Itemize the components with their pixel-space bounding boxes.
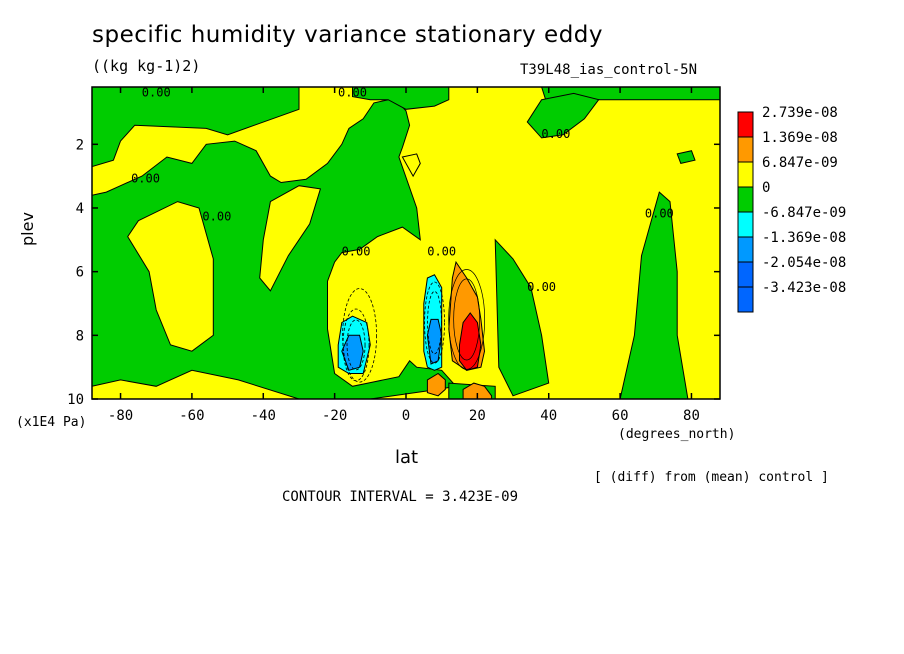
chart-title: specific humidity variance stationary ed… bbox=[92, 22, 604, 48]
region-blue-eq bbox=[426, 318, 443, 365]
dataset-label: T39L48_ias_control-5N bbox=[520, 62, 698, 78]
x-tick-label-20: 20 bbox=[469, 408, 486, 424]
contour-label-7: 0.00 bbox=[541, 127, 570, 141]
contour-label-8: 0.00 bbox=[645, 207, 674, 221]
contour-interval: CONTOUR INTERVAL = 3.423E-09 bbox=[282, 489, 519, 505]
negative-contour-2 bbox=[342, 288, 378, 383]
region-green-nh-upper bbox=[526, 92, 600, 139]
legend-swatch-0 bbox=[737, 111, 754, 138]
contour-label-5: 0.00 bbox=[427, 245, 456, 259]
region-orange-low bbox=[426, 372, 446, 397]
x-tick-label-0: 0 bbox=[402, 408, 410, 424]
positive-contour-0 bbox=[453, 278, 481, 361]
positive-contour-1 bbox=[448, 269, 486, 370]
y-tick-label-4: 4 bbox=[76, 201, 84, 217]
legend-label-5: -1.369e-08 bbox=[762, 230, 846, 246]
region-green-sh-upper bbox=[91, 86, 300, 168]
region-yellow-hole-mid bbox=[259, 185, 322, 292]
legend-label-7: -3.423e-08 bbox=[762, 280, 846, 296]
legend-swatch-2 bbox=[737, 161, 754, 188]
y-tick-label-2: 2 bbox=[76, 137, 84, 153]
x-tick-label-40: 40 bbox=[540, 408, 557, 424]
contour-label-6: 0.00 bbox=[527, 280, 556, 294]
y-tick-label-6: 6 bbox=[76, 265, 84, 281]
x-axis-label: lat bbox=[395, 447, 419, 468]
chart-units: ((kg kg-1)2) bbox=[92, 57, 201, 75]
y-axis-unit: (x1E4 Pa) bbox=[16, 415, 87, 430]
contour-label-2: 0.00 bbox=[131, 172, 160, 186]
contour-label-0: 0.00 bbox=[142, 86, 171, 100]
region-green-eq-top bbox=[352, 86, 450, 110]
legend-swatch-1 bbox=[737, 136, 754, 163]
x-axis-unit: (degrees_north) bbox=[618, 427, 736, 442]
negative-contour-3 bbox=[427, 290, 442, 355]
contour-label-1: 0.00 bbox=[338, 86, 367, 100]
legend-label-6: -2.054e-08 bbox=[762, 255, 846, 271]
legend-label-3: 0 bbox=[762, 180, 770, 196]
negative-contour-4 bbox=[424, 281, 445, 364]
legend-swatch-bottom bbox=[737, 286, 754, 313]
legend-swatch-5 bbox=[737, 236, 754, 263]
region-yellow-hole-sh bbox=[127, 201, 214, 352]
y-tick-label-8: 8 bbox=[76, 328, 84, 344]
region-yellow-hole-eq bbox=[401, 153, 421, 178]
legend-swatch-6 bbox=[737, 261, 754, 288]
region-red-core bbox=[459, 312, 482, 371]
legend-label-0: 2.739e-08 bbox=[762, 105, 838, 121]
x-tick-label-60: 60 bbox=[612, 408, 629, 424]
legend-swatch-4 bbox=[737, 211, 754, 238]
x-tick-label--80: -80 bbox=[108, 408, 133, 424]
legend-swatch-3 bbox=[737, 186, 754, 213]
x-tick-label--40: -40 bbox=[251, 408, 276, 424]
x-tick-label--60: -60 bbox=[179, 408, 204, 424]
contour-label-3: 0.00 bbox=[202, 210, 231, 224]
region-green-nh-spot bbox=[676, 150, 696, 164]
x-tick-label-80: 80 bbox=[683, 408, 700, 424]
legend-label-2: 6.847e-09 bbox=[762, 155, 838, 171]
x-tick-label--20: -20 bbox=[322, 408, 347, 424]
y-tick-label-10: 10 bbox=[67, 392, 84, 408]
region-green-nh-column bbox=[494, 238, 550, 397]
contour-label-4: 0.00 bbox=[342, 245, 371, 259]
legend-label-4: -6.847e-09 bbox=[762, 205, 846, 221]
negative-contour-0 bbox=[346, 319, 366, 371]
legend-label-1: 1.369e-08 bbox=[762, 130, 838, 146]
diff-note: [ (diff) from (mean) control ] bbox=[594, 470, 829, 485]
